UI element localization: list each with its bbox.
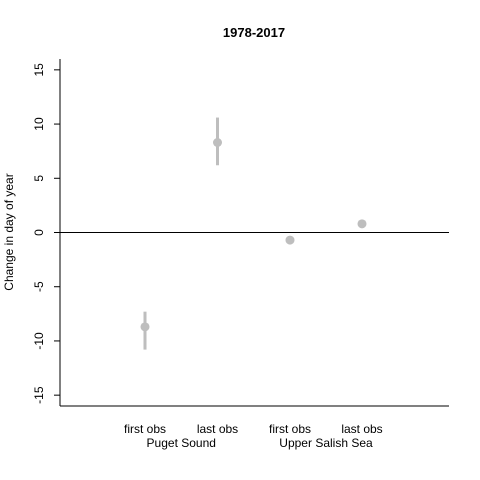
data-point bbox=[140, 322, 150, 332]
x-tick-label: last obs bbox=[197, 422, 238, 436]
y-ticks: -15 -10 -5 0 5 10 15 bbox=[32, 63, 60, 404]
data-marks bbox=[140, 117, 367, 350]
y-axis-label: Change in day of year bbox=[2, 173, 16, 290]
y-tick-label: 10 bbox=[32, 117, 46, 131]
y-tick-label: 15 bbox=[32, 63, 46, 77]
x-tick-labels: first obs last obs first obs last obs bbox=[124, 422, 383, 436]
y-tick-label: -15 bbox=[32, 386, 46, 404]
chart-title: 1978-2017 bbox=[223, 25, 285, 40]
y-tick-label: -10 bbox=[32, 332, 46, 350]
group-label: Upper Salish Sea bbox=[279, 436, 373, 450]
y-tick-label: 5 bbox=[32, 175, 46, 182]
group-label: Puget Sound bbox=[147, 436, 216, 450]
y-tick-label: -5 bbox=[32, 281, 46, 292]
x-tick-label: last obs bbox=[341, 422, 382, 436]
y-tick-label: 0 bbox=[32, 229, 46, 236]
group-labels: Puget Sound Upper Salish Sea bbox=[147, 436, 373, 450]
data-point bbox=[357, 219, 367, 229]
data-point bbox=[285, 235, 295, 245]
x-tick-label: first obs bbox=[269, 422, 311, 436]
x-tick-label: first obs bbox=[124, 422, 166, 436]
data-point bbox=[213, 137, 222, 147]
